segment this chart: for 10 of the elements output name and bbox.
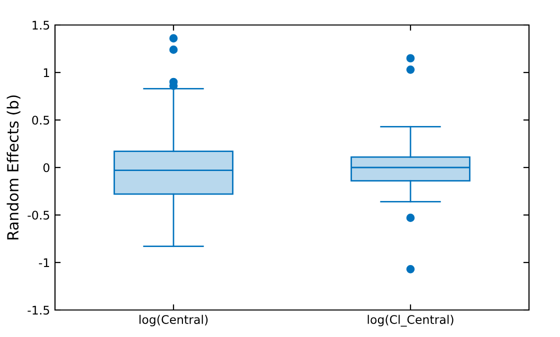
y-tick-label: 0 (43, 163, 50, 172)
y-tick-label: -1.5 (28, 306, 50, 315)
y-axis-title: Random Effects (b) (6, 95, 20, 240)
y-tick-label: -1 (38, 258, 50, 267)
x-tick-label: log(Central) (140, 314, 208, 326)
y-tick-label: 0.5 (32, 116, 50, 125)
y-tick-label: 1 (44, 68, 50, 77)
x-tick-label: log(Cl_Central) (368, 314, 454, 327)
y-tick-label: 1.5 (32, 20, 50, 30)
y-tick-label: -0.5 (28, 210, 50, 220)
